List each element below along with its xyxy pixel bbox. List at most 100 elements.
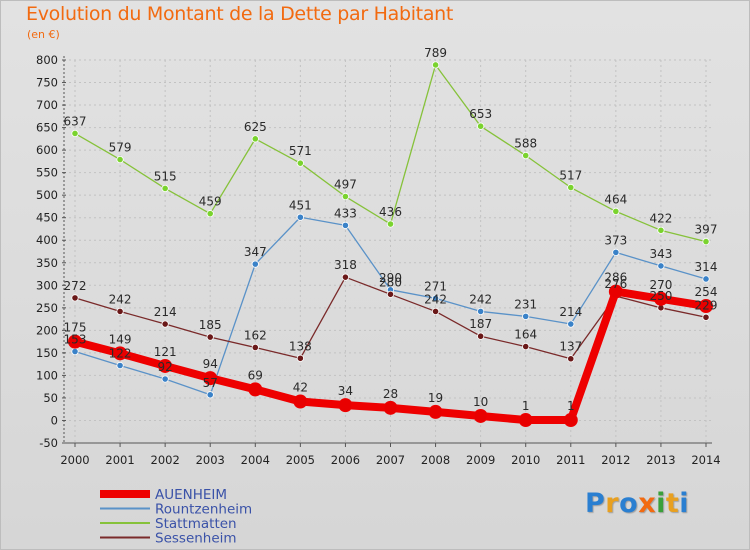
data-point bbox=[116, 155, 124, 164]
data-point bbox=[251, 135, 259, 143]
data-label: 397 bbox=[695, 223, 718, 237]
y-tick-label: 400 bbox=[36, 233, 58, 247]
legend: AUENHEIMRountzenheimStattmattenSessenhei… bbox=[100, 487, 252, 547]
data-label: 242 bbox=[424, 292, 447, 306]
data-point bbox=[206, 333, 214, 341]
data-point bbox=[206, 391, 214, 399]
data-point bbox=[657, 262, 665, 270]
data-point bbox=[699, 299, 713, 314]
data-point bbox=[158, 358, 173, 373]
data-labels: 6375795154596255714974367896535885174644… bbox=[64, 46, 718, 413]
proxiti-logo: Proxiti bbox=[585, 488, 689, 524]
y-tick-label: 600 bbox=[36, 143, 58, 157]
data-label: 137 bbox=[559, 340, 582, 354]
data-label: 436 bbox=[379, 205, 402, 219]
legend-label: Sessenheim bbox=[155, 531, 237, 547]
data-label: 318 bbox=[334, 258, 357, 272]
legend-label: Rountzenheim bbox=[155, 502, 252, 518]
data-point bbox=[612, 248, 620, 257]
y-tick-label: 250 bbox=[36, 301, 58, 315]
data-point bbox=[116, 361, 124, 370]
legend-label: AUENHEIM bbox=[155, 487, 227, 503]
data-label: 214 bbox=[559, 305, 582, 319]
data-label: 229 bbox=[695, 298, 718, 312]
data-label: 451 bbox=[289, 198, 312, 212]
x-tick-label: 2003 bbox=[196, 453, 225, 467]
data-label: 19 bbox=[428, 391, 443, 405]
logo-letter: i bbox=[656, 488, 666, 519]
data-point bbox=[473, 408, 488, 423]
data-label: 1 bbox=[522, 399, 530, 413]
x-tick-label: 2000 bbox=[60, 453, 89, 467]
x-tick-label: 2011 bbox=[556, 453, 585, 467]
data-point bbox=[702, 237, 710, 246]
data-label: 69 bbox=[248, 368, 263, 382]
axes: -50 0 50 100 150 200 250 300 350 400 450 500 550 600 6… bbox=[36, 53, 721, 467]
data-point bbox=[251, 260, 259, 268]
data-point bbox=[567, 320, 575, 328]
data-label: 280 bbox=[379, 275, 402, 289]
y-tick-label: 100 bbox=[36, 368, 58, 382]
x-tick-label: 2004 bbox=[241, 453, 270, 467]
y-tick-label: 500 bbox=[36, 188, 58, 202]
data-label: 517 bbox=[559, 169, 582, 183]
x-tick-label: 2010 bbox=[511, 453, 540, 467]
data-label: 175 bbox=[64, 321, 87, 335]
data-point bbox=[563, 413, 578, 428]
data-point bbox=[386, 290, 395, 298]
data-label: 276 bbox=[604, 277, 627, 291]
x-tick-label: 2002 bbox=[151, 453, 180, 467]
data-label: 789 bbox=[424, 46, 447, 60]
data-label: 1 bbox=[567, 399, 575, 413]
data-label: 231 bbox=[514, 297, 537, 311]
data-label: 242 bbox=[109, 292, 132, 306]
data-label: 653 bbox=[469, 107, 492, 121]
data-point bbox=[518, 413, 533, 428]
x-tick-label: 2013 bbox=[646, 453, 675, 467]
data-label: 286 bbox=[604, 271, 627, 285]
data-point bbox=[338, 398, 353, 413]
data-point bbox=[608, 284, 623, 299]
series bbox=[68, 61, 713, 428]
data-point bbox=[612, 207, 620, 215]
data-point bbox=[341, 192, 350, 201]
y-tick-label: 450 bbox=[36, 211, 58, 225]
y-tick-label: 800 bbox=[36, 53, 58, 67]
x-tick-label: 2006 bbox=[331, 453, 360, 467]
data-point bbox=[113, 346, 128, 361]
data-label: 497 bbox=[334, 178, 357, 192]
data-point bbox=[567, 355, 575, 363]
data-label: 459 bbox=[199, 195, 222, 209]
data-point bbox=[702, 275, 710, 283]
data-label: 515 bbox=[154, 169, 177, 183]
data-label: 92 bbox=[158, 360, 173, 374]
data-point bbox=[296, 159, 304, 167]
y-tick-label: 300 bbox=[36, 278, 58, 292]
logo-letter: o bbox=[619, 488, 639, 519]
y-tick-label: 350 bbox=[36, 256, 58, 270]
y-tick-label: 750 bbox=[36, 76, 58, 90]
data-label: 34 bbox=[338, 384, 353, 398]
data-label: 162 bbox=[244, 328, 267, 342]
data-label: 94 bbox=[203, 357, 218, 371]
data-point bbox=[341, 273, 350, 281]
data-label: 433 bbox=[334, 206, 357, 220]
data-label: 272 bbox=[64, 279, 87, 293]
data-point bbox=[161, 320, 169, 328]
data-point bbox=[477, 307, 485, 316]
grid bbox=[64, 59, 712, 444]
data-point bbox=[428, 404, 443, 419]
x-tick-label: 2001 bbox=[105, 453, 134, 467]
data-point bbox=[477, 122, 485, 130]
data-label: 121 bbox=[154, 345, 177, 359]
data-point bbox=[71, 347, 79, 356]
legend-label: Stattmatten bbox=[155, 516, 237, 532]
y-tick-label: 200 bbox=[36, 323, 58, 337]
data-label: 464 bbox=[604, 192, 627, 206]
data-point bbox=[522, 312, 530, 320]
data-label: 187 bbox=[469, 317, 492, 331]
data-point bbox=[293, 394, 308, 409]
data-point bbox=[702, 313, 710, 321]
data-point bbox=[522, 342, 530, 351]
